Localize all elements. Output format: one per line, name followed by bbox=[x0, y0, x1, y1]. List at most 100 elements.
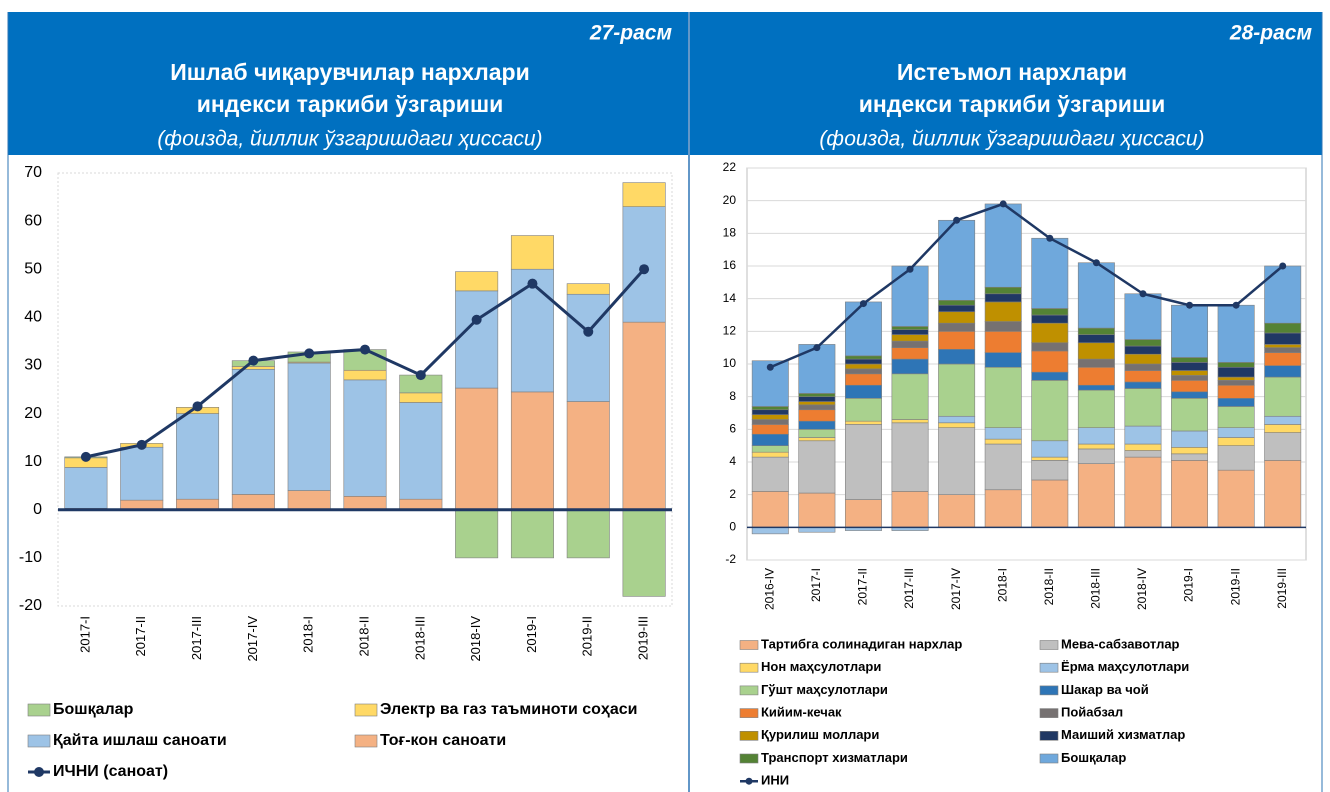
chart-title: Ишлаб чиқарувчилар нархлари bbox=[170, 59, 529, 85]
bar-segment bbox=[1264, 265, 1302, 324]
bar-segment bbox=[1031, 380, 1069, 442]
y-tick-label: 6 bbox=[729, 422, 736, 436]
x-tick-label: 2018-II bbox=[356, 616, 371, 656]
legend-swatch bbox=[739, 640, 759, 650]
legend-swatch bbox=[354, 734, 378, 748]
bar-segment bbox=[751, 409, 789, 415]
bar-segment bbox=[891, 329, 929, 335]
line-marker bbox=[583, 326, 594, 337]
bar-segment bbox=[1031, 479, 1069, 528]
x-tick-label: 2017-III bbox=[902, 568, 916, 609]
line-marker bbox=[1186, 301, 1194, 309]
bar-segment bbox=[1217, 397, 1255, 407]
bar-segment bbox=[891, 491, 929, 528]
bar-segment bbox=[844, 355, 882, 360]
bar-segment bbox=[1217, 362, 1255, 368]
x-tick-label: 2019-I bbox=[1182, 568, 1196, 602]
legend-label: ИЧНИ (саноат) bbox=[53, 763, 168, 780]
figure-label: 28-расм bbox=[1229, 22, 1313, 45]
bar-segment bbox=[399, 498, 443, 511]
bar-segment bbox=[844, 424, 882, 500]
x-tick-label: 2018-IV bbox=[1135, 568, 1149, 610]
legend-swatch bbox=[27, 703, 51, 717]
legend-label: ИНИ bbox=[761, 773, 789, 788]
bar-segment bbox=[751, 491, 789, 528]
bar-segment bbox=[938, 422, 976, 428]
bar-segment bbox=[891, 265, 929, 327]
y-tick-label: 8 bbox=[729, 389, 736, 403]
bar-segment bbox=[1031, 371, 1069, 381]
x-tick-label: 2017-II bbox=[133, 616, 148, 656]
bar-segment bbox=[1217, 384, 1255, 399]
bar-segment bbox=[1031, 456, 1069, 461]
legend-swatch bbox=[27, 734, 51, 748]
y-tick-label: 0 bbox=[33, 501, 42, 518]
bar-segment bbox=[231, 494, 275, 511]
bar-segment bbox=[1077, 262, 1115, 329]
legend-swatch bbox=[1039, 662, 1059, 673]
bar-segment bbox=[176, 413, 220, 500]
legend-label: Шакар ва чой bbox=[1061, 682, 1149, 697]
bar-segment bbox=[343, 496, 387, 511]
bar-segment bbox=[1124, 425, 1162, 445]
bar-segment bbox=[844, 363, 882, 370]
bar-segment bbox=[566, 509, 610, 559]
x-tick-label: 2017-III bbox=[189, 616, 204, 660]
bar-segment bbox=[1077, 342, 1115, 360]
bar-segment bbox=[566, 283, 610, 295]
legend-marker bbox=[745, 777, 753, 785]
legend-label: Бошқалар bbox=[53, 701, 134, 718]
y-tick-label: 10 bbox=[723, 356, 737, 370]
chart-subtitle: (фоизда, йиллик ўзгаришдаги ҳиссаси) bbox=[157, 128, 542, 151]
chart-title: индекси таркиби ўзгариши bbox=[197, 91, 504, 117]
x-tick-label: 2019-I bbox=[524, 616, 539, 653]
bar-segment bbox=[1217, 304, 1255, 363]
bar-segment bbox=[984, 301, 1022, 322]
y-tick-label: 22 bbox=[723, 160, 737, 174]
bar-segment bbox=[938, 415, 976, 424]
line-marker bbox=[1139, 290, 1147, 298]
bar-segment bbox=[751, 424, 789, 435]
bar-segment bbox=[1171, 362, 1209, 371]
bar-segment bbox=[798, 429, 836, 438]
bar-segment bbox=[1124, 456, 1162, 528]
bar-segment bbox=[938, 348, 976, 365]
x-tick-label: 2017-IV bbox=[949, 568, 963, 610]
legend-label: Кийим-кечак bbox=[761, 705, 842, 720]
bar-segment bbox=[1124, 345, 1162, 355]
bar-segment bbox=[566, 293, 610, 402]
line-marker bbox=[766, 363, 774, 371]
line-marker bbox=[415, 370, 426, 381]
bar-segment bbox=[751, 527, 789, 535]
y-tick-label: 12 bbox=[723, 324, 737, 338]
bar-segment bbox=[798, 420, 836, 430]
legend-label: Маиший хизматлар bbox=[1061, 727, 1185, 742]
bar-segment bbox=[891, 373, 929, 420]
bar-segment bbox=[1264, 365, 1302, 378]
bar-segment bbox=[798, 401, 836, 406]
header-right bbox=[690, 12, 1322, 155]
y-tick-label: 20 bbox=[723, 193, 737, 207]
bar-segment bbox=[1264, 332, 1302, 345]
bar-segment bbox=[1077, 366, 1115, 386]
line-marker bbox=[471, 314, 482, 325]
legend-swatch bbox=[739, 730, 759, 741]
bar-segment bbox=[120, 446, 164, 501]
bar-segment bbox=[891, 334, 929, 342]
bar-segment bbox=[938, 494, 976, 528]
bar-segment bbox=[1124, 339, 1162, 347]
y-tick-label: 18 bbox=[723, 226, 737, 240]
bar-segment bbox=[844, 499, 882, 528]
bar-segment bbox=[844, 368, 882, 375]
y-tick-label: 4 bbox=[729, 454, 736, 468]
bar-segment bbox=[1124, 388, 1162, 427]
legend-marker bbox=[34, 767, 44, 777]
bar-segment bbox=[343, 369, 387, 381]
y-tick-label: 20 bbox=[24, 405, 42, 422]
bar-segment bbox=[798, 437, 836, 442]
plot-area bbox=[57, 172, 673, 607]
bar-segment bbox=[1264, 344, 1302, 348]
bar-segment bbox=[1031, 440, 1069, 458]
y-tick-label: -20 bbox=[19, 597, 42, 614]
bar-segment bbox=[1264, 352, 1302, 366]
